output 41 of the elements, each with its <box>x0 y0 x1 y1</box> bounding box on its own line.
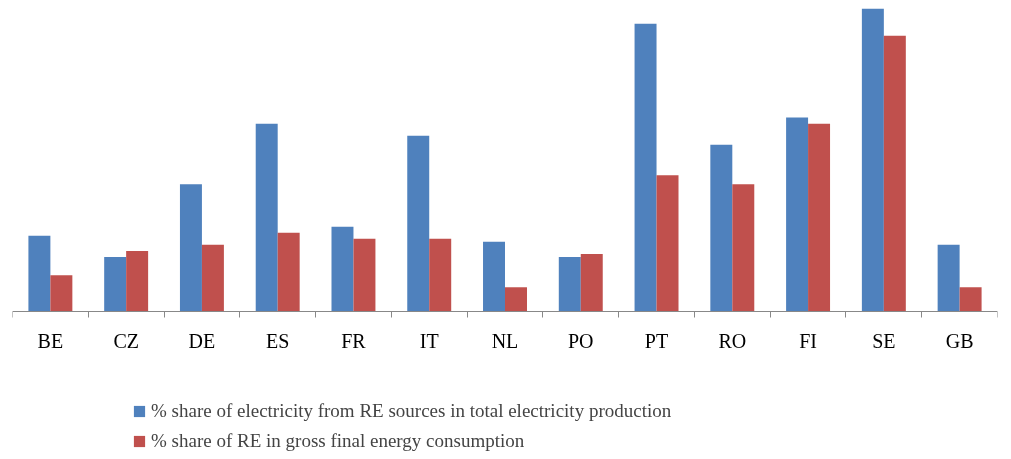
bar <box>937 244 960 312</box>
bar <box>179 184 202 312</box>
bar <box>28 235 51 312</box>
x-tick-label: FI <box>799 329 817 352</box>
x-tick-label: CZ <box>113 329 139 352</box>
bar <box>710 144 733 312</box>
bar <box>126 250 149 312</box>
bar <box>407 135 430 312</box>
bar <box>483 241 505 312</box>
x-tick-label: ES <box>266 329 290 352</box>
legend-label: % share of RE in gross final energy consumption <box>151 430 525 452</box>
x-tick-label: IT <box>419 329 439 352</box>
bar <box>255 123 278 312</box>
x-tick-label: PT <box>644 329 669 352</box>
x-tick-label: GB <box>945 329 974 352</box>
bar <box>580 253 603 312</box>
x-tick-label: NL <box>491 329 519 352</box>
bar <box>959 287 982 312</box>
bar <box>732 184 755 312</box>
x-tick-label: FR <box>341 329 367 352</box>
bar <box>429 238 452 312</box>
x-tick-label: PO <box>567 329 594 352</box>
bar <box>656 175 679 312</box>
legend-label: % share of electricity from RE sources in total electricity production <box>151 400 672 422</box>
bar <box>558 256 581 312</box>
bar <box>883 35 906 312</box>
x-tick-label: DE <box>188 329 216 352</box>
bar <box>353 238 376 312</box>
bar <box>505 287 527 312</box>
x-tick-label: RO <box>718 329 747 352</box>
bar <box>50 275 73 312</box>
bar <box>331 226 354 312</box>
bar <box>201 244 224 312</box>
bar <box>104 256 127 312</box>
bar <box>277 232 300 312</box>
bar <box>861 8 884 312</box>
bar <box>634 23 657 312</box>
x-tick-label: BE <box>37 329 64 352</box>
bar <box>786 117 809 312</box>
bar <box>808 123 831 312</box>
x-tick-label: SE <box>872 329 896 352</box>
